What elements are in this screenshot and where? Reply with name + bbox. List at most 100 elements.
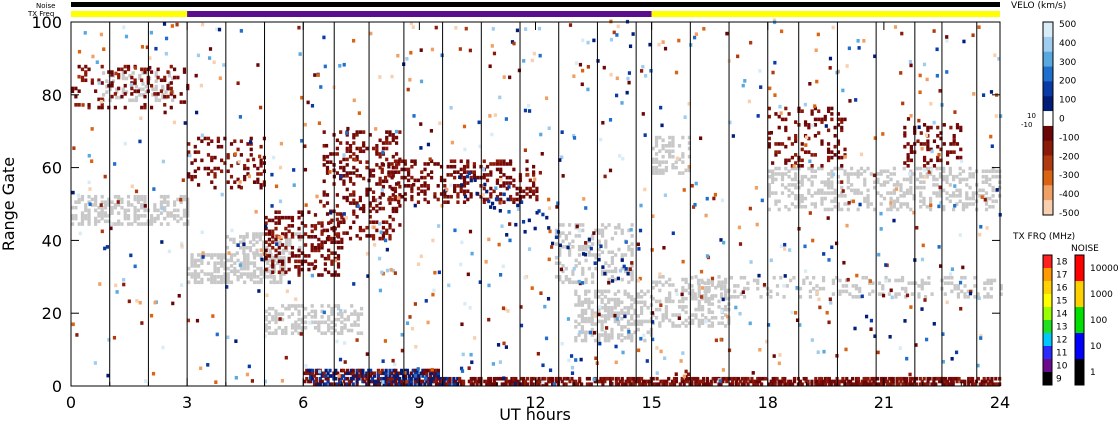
ground-scatter-cell xyxy=(593,338,598,343)
near-range-cell xyxy=(926,379,930,384)
velocity-speckle xyxy=(99,203,103,207)
ground-scatter-cell xyxy=(687,154,692,159)
velocity-speckle xyxy=(372,243,377,247)
velocity-cell-positive xyxy=(516,203,520,208)
ground-scatter-cell xyxy=(186,211,190,215)
velocity-speckle xyxy=(783,242,787,247)
velocity-cell-negative xyxy=(525,167,529,172)
velocity-cell-negative xyxy=(413,178,417,183)
velocity-cell-negative xyxy=(156,75,160,80)
velocity-cell-negative xyxy=(256,177,260,182)
velocity-cell-negative xyxy=(352,193,356,197)
velocity-cell-negative xyxy=(393,194,398,199)
velocity-speckle xyxy=(432,288,436,293)
velocity-cell-negative xyxy=(380,192,384,196)
ground-scatter-cell xyxy=(826,180,831,184)
velocity-cell-negative xyxy=(322,154,326,159)
near-range-cell xyxy=(814,379,818,384)
ground-scatter-cell xyxy=(87,216,91,221)
ground-scatter-cell xyxy=(844,289,849,294)
ground-scatter-cell xyxy=(213,275,217,279)
ground-scatter-cell xyxy=(630,223,634,227)
near-range-cell xyxy=(674,379,679,384)
velocity-colorbar-swatch xyxy=(1043,200,1053,216)
ground-scatter-cell xyxy=(210,277,214,282)
near-range-cell xyxy=(320,371,324,376)
ground-scatter-cell xyxy=(999,284,1003,288)
ground-scatter-cell xyxy=(594,228,598,233)
velocity-cell-negative xyxy=(176,75,180,80)
velocity-speckle xyxy=(755,222,759,227)
ground-scatter-cell xyxy=(724,307,728,312)
near-range-cell xyxy=(382,371,386,376)
velocity-speckle xyxy=(935,73,939,78)
velocity-speckle xyxy=(259,248,263,252)
velocity-cell-negative xyxy=(482,200,486,204)
near-range-cell xyxy=(405,371,410,376)
velocity-speckle xyxy=(844,347,848,352)
ground-scatter-cell xyxy=(894,292,898,296)
near-range-cell xyxy=(510,379,514,384)
velocity-cell-negative xyxy=(342,165,346,170)
velocity-cell-negative xyxy=(317,237,321,242)
velocity-speckle xyxy=(333,258,338,263)
ground-scatter-cell xyxy=(920,278,924,283)
ground-scatter-cell xyxy=(904,286,908,291)
ground-scatter-cell xyxy=(223,266,227,271)
ground-scatter-cell xyxy=(210,253,214,257)
velocity-cell-negative xyxy=(926,142,930,146)
ground-scatter-cell xyxy=(243,280,247,285)
ground-scatter-cell xyxy=(600,333,604,337)
velocity-speckle xyxy=(484,259,488,264)
velocity-cell-negative xyxy=(794,136,798,141)
velocity-cell-negative xyxy=(499,162,503,166)
velocity-cell-negative xyxy=(385,179,389,184)
velocity-speckle xyxy=(877,252,881,257)
ground-scatter-cell xyxy=(777,166,781,171)
ground-scatter-cell xyxy=(794,172,798,176)
velocity-cell-negative xyxy=(823,114,827,119)
velocity-cell-negative xyxy=(345,187,349,192)
velocity-cell-negative xyxy=(284,270,288,275)
ground-scatter-cell xyxy=(664,165,668,170)
tx-freq-tick-label: 17 xyxy=(1056,271,1067,281)
velocity-cell-negative xyxy=(365,146,369,151)
near-range-cell xyxy=(384,379,388,384)
near-range-cell xyxy=(436,371,440,376)
ground-scatter-cell xyxy=(271,237,276,242)
ground-scatter-cell xyxy=(264,317,268,322)
near-range-cell xyxy=(510,382,514,386)
ground-scatter-cell xyxy=(664,160,668,164)
near-range-cell xyxy=(405,368,410,373)
ground-scatter-cell xyxy=(594,266,598,271)
velocity-cell-negative xyxy=(120,67,124,72)
velocity-cell-negative xyxy=(264,248,268,253)
near-range-cell xyxy=(349,379,353,384)
ground-scatter-cell xyxy=(327,315,331,319)
ground-scatter-cell xyxy=(590,314,594,318)
ground-scatter-cell xyxy=(564,277,568,282)
near-range-cell xyxy=(899,376,903,381)
velocity-cell-negative xyxy=(317,273,321,277)
ground-scatter-cell xyxy=(984,169,989,174)
velocity-speckle xyxy=(580,82,584,87)
ground-scatter-cell xyxy=(856,191,860,195)
near-range-cell xyxy=(787,382,791,386)
velocity-speckle xyxy=(504,117,508,121)
velocity-cell-negative xyxy=(803,123,808,127)
velocity-cell-negative xyxy=(371,146,376,151)
velocity-speckle xyxy=(533,177,537,182)
velocity-speckle xyxy=(918,73,922,78)
velocity-cell-negative xyxy=(193,174,197,179)
ground-scatter-cell xyxy=(581,247,585,252)
ground-scatter-cell xyxy=(87,194,91,199)
ground-scatter-cell xyxy=(163,194,167,199)
velocity-cell-negative xyxy=(320,232,324,236)
velocity-speckle xyxy=(75,333,79,337)
ground-scatter-cell xyxy=(960,275,964,280)
near-range-cell xyxy=(539,379,543,384)
ground-scatter-cell xyxy=(239,275,243,279)
ground-scatter-cell xyxy=(350,312,354,316)
velocity-cell-negative xyxy=(784,125,788,130)
velocity-cell-negative xyxy=(330,262,334,266)
